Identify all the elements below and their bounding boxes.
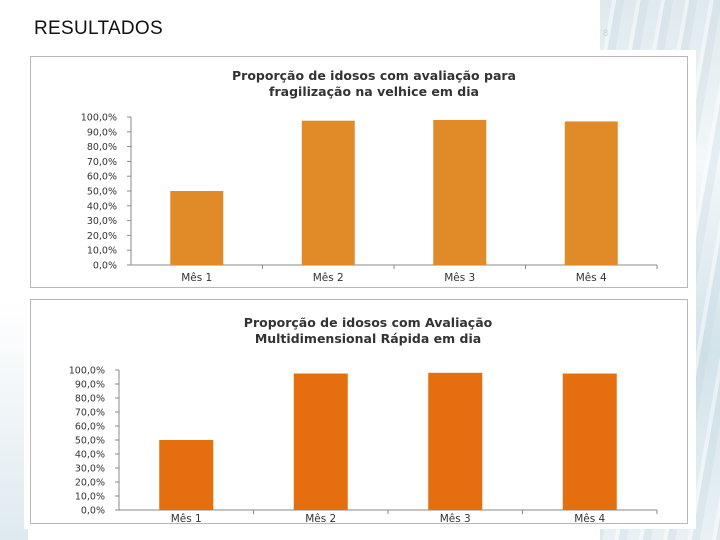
x-category-label: Mês 2: [305, 513, 336, 525]
y-tick-label: 30,0%: [75, 464, 105, 475]
x-category-label: Mês 2: [313, 272, 344, 284]
y-tick-label: 80,0%: [87, 142, 117, 153]
y-tick-label: 90,0%: [75, 380, 105, 391]
y-tick-label: 30,0%: [87, 216, 117, 227]
y-tick-label: 50,0%: [87, 187, 117, 198]
bar-chart-avaliacao-multidimensional: Proporção de idosos com AvaliaçãoMultidi…: [69, 315, 658, 525]
x-category-label: Mês 1: [181, 272, 212, 284]
bar-2: [301, 120, 355, 265]
x-category-label: Mês 4: [576, 272, 607, 284]
x-category-label: Mês 4: [574, 513, 605, 525]
y-tick-label: 40,0%: [87, 201, 117, 212]
bar-3: [428, 372, 483, 510]
x-category-label: Mês 1: [171, 513, 202, 525]
bar-4: [562, 373, 617, 510]
y-tick-label: 100,0%: [69, 366, 105, 377]
y-tick-label: 10,0%: [87, 246, 117, 257]
bar-4: [564, 121, 618, 265]
chart-panel-avaliacao-multidimensional: Proporção de idosos com Avaliação Multidi…: [24, 293, 696, 529]
chart-title-line: Proporção de idosos com avaliação para: [232, 68, 516, 83]
y-tick-label: 100,0%: [81, 113, 117, 124]
y-tick-label: 60,0%: [75, 422, 105, 433]
y-tick-label: 20,0%: [87, 231, 117, 242]
y-tick-label: 70,0%: [87, 157, 117, 168]
y-tick-label: 10,0%: [75, 492, 105, 503]
background-decoration-left: [0, 300, 28, 540]
bar-3: [433, 119, 487, 266]
chart-title-line: Multidimensional Rápida em dia: [255, 331, 481, 346]
y-tick-label: 80,0%: [75, 394, 105, 405]
y-tick-label: 0,0%: [81, 506, 105, 517]
y-tick-label: 40,0%: [75, 450, 105, 461]
chart-title-line: Proporção de idosos com Avaliação: [244, 315, 493, 330]
chart-panel-fragilizacao: Proporção de idosos com avaliação para fr…: [24, 50, 696, 293]
bar-2: [293, 373, 348, 510]
chart-frame: Proporção de idosos com Avaliação Multidi…: [30, 299, 688, 525]
chart-frame: Proporção de idosos com avaliação para fr…: [30, 56, 688, 288]
bar-1: [170, 191, 224, 265]
y-tick-label: 50,0%: [75, 436, 105, 447]
slide-title: RESULTADOS: [34, 18, 163, 39]
y-tick-label: 90,0%: [87, 127, 117, 138]
y-tick-label: 0,0%: [93, 261, 117, 272]
bar-1: [159, 440, 214, 510]
slide-number: 8: [603, 28, 609, 38]
chart-title-line: fragilização na velhice em dia: [269, 84, 479, 99]
x-category-label: Mês 3: [440, 513, 471, 525]
y-tick-label: 60,0%: [87, 172, 117, 183]
y-tick-label: 20,0%: [75, 478, 105, 489]
bar-chart-fragilizacao: Proporção de idosos com avaliação parafr…: [81, 68, 658, 284]
x-category-label: Mês 3: [444, 272, 475, 284]
y-tick-label: 70,0%: [75, 408, 105, 419]
